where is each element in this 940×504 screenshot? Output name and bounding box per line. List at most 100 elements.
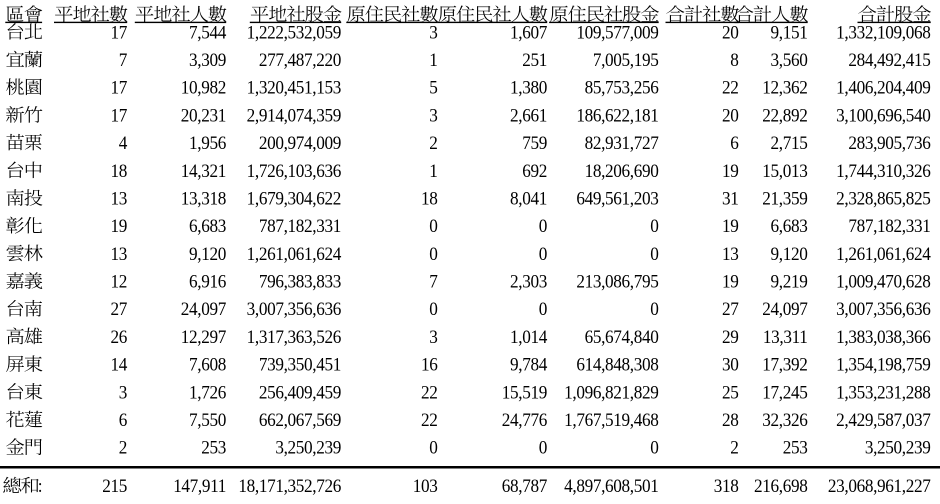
svg-text:3,560: 3,560: [771, 49, 808, 70]
svg-text:1,380: 1,380: [510, 77, 547, 98]
svg-text:6: 6: [119, 409, 128, 430]
svg-text:1,607: 1,607: [510, 22, 547, 43]
svg-text:24,097: 24,097: [762, 298, 808, 319]
svg-text:2,303: 2,303: [510, 271, 547, 292]
svg-text:0: 0: [429, 298, 438, 319]
svg-text:22,892: 22,892: [762, 105, 808, 126]
svg-text:3,007,356,636: 3,007,356,636: [247, 298, 342, 319]
svg-text:18,171,352,726: 18,171,352,726: [238, 475, 341, 496]
svg-text:3: 3: [429, 22, 438, 43]
svg-text:20: 20: [722, 105, 739, 126]
svg-text:1,222,532,059: 1,222,532,059: [247, 22, 342, 43]
svg-text:27: 27: [111, 298, 128, 319]
svg-text:12,297: 12,297: [181, 326, 227, 347]
svg-text:2,429,587,037: 2,429,587,037: [836, 409, 931, 430]
svg-text:251: 251: [522, 49, 547, 70]
svg-text:6,916: 6,916: [189, 271, 226, 292]
svg-text:1,726: 1,726: [189, 382, 226, 403]
svg-text:3,250,239: 3,250,239: [865, 437, 931, 458]
svg-text:68,787: 68,787: [502, 475, 548, 496]
svg-text:3,100,696,540: 3,100,696,540: [836, 105, 931, 126]
svg-text:17: 17: [111, 22, 128, 43]
svg-text:253: 253: [783, 437, 808, 458]
svg-text:1,317,363,526: 1,317,363,526: [247, 326, 342, 347]
svg-text:7: 7: [119, 49, 128, 70]
svg-text:3: 3: [119, 382, 128, 403]
svg-text:14,321: 14,321: [181, 160, 226, 181]
svg-text:1,383,038,366: 1,383,038,366: [836, 326, 931, 347]
svg-text:0: 0: [429, 437, 438, 458]
svg-text:109,577,009: 109,577,009: [576, 22, 658, 43]
svg-text:3,007,356,636: 3,007,356,636: [836, 298, 931, 319]
svg-text:14: 14: [111, 354, 128, 375]
svg-text:1,009,470,628: 1,009,470,628: [836, 271, 931, 292]
svg-text:253: 253: [201, 437, 226, 458]
svg-text:0: 0: [539, 243, 548, 264]
svg-text:1,353,231,288: 1,353,231,288: [836, 382, 931, 403]
svg-text:13,311: 13,311: [763, 326, 808, 347]
svg-text:20,231: 20,231: [181, 105, 226, 126]
svg-text:1,744,310,326: 1,744,310,326: [836, 160, 931, 181]
svg-text:9,120: 9,120: [771, 243, 808, 264]
svg-text:614,848,308: 614,848,308: [576, 354, 658, 375]
svg-text:4: 4: [119, 132, 128, 153]
svg-text:0: 0: [429, 243, 438, 264]
svg-text:0: 0: [539, 298, 548, 319]
svg-text:8,041: 8,041: [510, 188, 547, 209]
svg-text:7,005,195: 7,005,195: [593, 49, 659, 70]
svg-text:200,974,009: 200,974,009: [259, 132, 341, 153]
svg-text:24,776: 24,776: [502, 409, 548, 430]
svg-text:0: 0: [650, 243, 659, 264]
svg-text:21,359: 21,359: [762, 188, 808, 209]
svg-text:787,182,331: 787,182,331: [848, 215, 930, 236]
svg-text:28: 28: [722, 409, 739, 430]
svg-text:147,911: 147,911: [173, 475, 226, 496]
svg-text:19: 19: [722, 160, 739, 181]
svg-text:2,914,074,359: 2,914,074,359: [247, 105, 342, 126]
svg-text:0: 0: [650, 215, 659, 236]
svg-text:103: 103: [413, 475, 438, 496]
svg-text:18: 18: [421, 188, 438, 209]
svg-text:739,350,451: 739,350,451: [259, 354, 341, 375]
svg-text:13,318: 13,318: [181, 188, 227, 209]
svg-text:9,784: 9,784: [510, 354, 547, 375]
svg-text:256,409,459: 256,409,459: [259, 382, 341, 403]
svg-text:692: 692: [522, 160, 547, 181]
svg-text:7,550: 7,550: [189, 409, 226, 430]
svg-text:1,354,198,759: 1,354,198,759: [836, 354, 931, 375]
svg-text:2,328,865,825: 2,328,865,825: [836, 188, 931, 209]
svg-text:9,120: 9,120: [189, 243, 226, 264]
svg-text:186,622,181: 186,622,181: [576, 105, 658, 126]
svg-text:6: 6: [730, 132, 739, 153]
svg-text:1: 1: [429, 49, 437, 70]
svg-text:0: 0: [650, 437, 659, 458]
svg-text:3,309: 3,309: [189, 49, 226, 70]
svg-text:23,068,961,227: 23,068,961,227: [828, 475, 931, 496]
svg-text:5: 5: [429, 77, 438, 98]
svg-text:82,931,727: 82,931,727: [585, 132, 659, 153]
svg-text:12,362: 12,362: [762, 77, 808, 98]
svg-text:24,097: 24,097: [181, 298, 227, 319]
svg-text:19: 19: [722, 271, 739, 292]
svg-text:10,982: 10,982: [181, 77, 227, 98]
svg-text:1: 1: [429, 160, 437, 181]
svg-text:15,519: 15,519: [502, 382, 548, 403]
svg-text:213,086,795: 213,086,795: [576, 271, 658, 292]
svg-text:26: 26: [111, 326, 128, 347]
svg-text:284,492,415: 284,492,415: [848, 49, 930, 70]
svg-text:0: 0: [650, 298, 659, 319]
svg-text:662,067,569: 662,067,569: [259, 409, 341, 430]
svg-text:0: 0: [539, 215, 548, 236]
svg-text:7,544: 7,544: [189, 22, 226, 43]
svg-text:18,206,690: 18,206,690: [585, 160, 659, 181]
svg-text:1,956: 1,956: [189, 132, 226, 153]
svg-text:2: 2: [119, 437, 128, 458]
svg-text:3,250,239: 3,250,239: [275, 437, 341, 458]
svg-text:1,332,109,068: 1,332,109,068: [836, 22, 931, 43]
svg-text:29: 29: [722, 326, 739, 347]
svg-text:19: 19: [722, 215, 739, 236]
svg-text:17,245: 17,245: [762, 382, 808, 403]
svg-text:25: 25: [722, 382, 739, 403]
svg-text:15,013: 15,013: [762, 160, 808, 181]
svg-text:31: 31: [722, 188, 738, 209]
